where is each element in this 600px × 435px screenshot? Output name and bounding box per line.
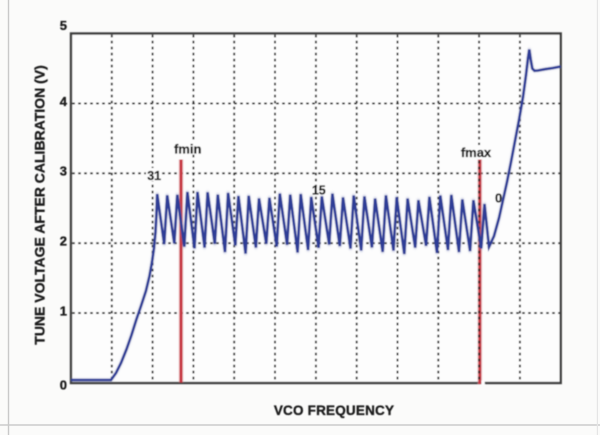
- svg-text:4: 4: [60, 94, 68, 109]
- svg-text:31: 31: [147, 169, 161, 183]
- svg-text:fmax: fmax: [461, 145, 492, 160]
- svg-text:TUNE VOLTAGE AFTER CALIBRATION: TUNE VOLTAGE AFTER CALIBRATION (V): [32, 65, 48, 344]
- svg-text:fmin: fmin: [174, 142, 202, 157]
- svg-text:5: 5: [60, 18, 67, 33]
- svg-text:1: 1: [60, 304, 67, 319]
- svg-text:0: 0: [60, 378, 67, 393]
- svg-text:2: 2: [60, 234, 67, 249]
- svg-text:VCO FREQUENCY: VCO FREQUENCY: [274, 403, 394, 418]
- svg-text:15: 15: [312, 184, 326, 198]
- svg-text:3: 3: [60, 164, 67, 179]
- svg-text:0: 0: [495, 191, 502, 206]
